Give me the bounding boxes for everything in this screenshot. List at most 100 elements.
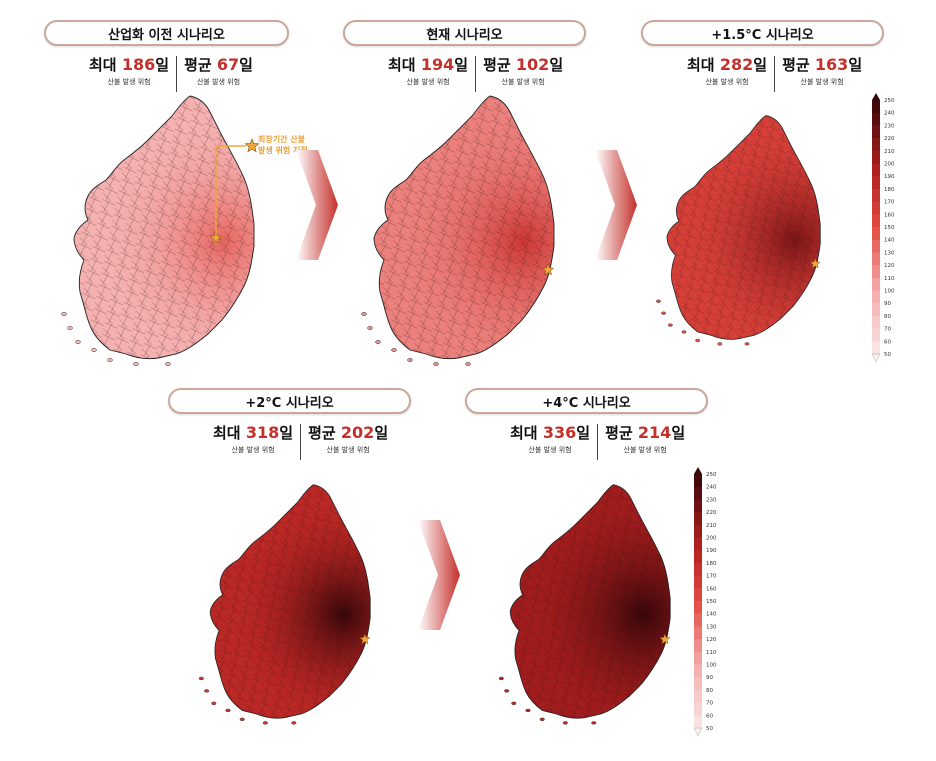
legend-segment <box>872 188 880 203</box>
legend-tick-label: 50 <box>884 352 891 358</box>
map-preindustrial <box>61 95 260 366</box>
island <box>165 362 171 366</box>
max-stat: 최대 194일 산불 발생 위험 <box>381 56 475 87</box>
max-value: 282 <box>719 55 754 74</box>
island <box>562 721 568 725</box>
legend-tick-label: 250 <box>706 472 717 478</box>
max-value: 194 <box>420 55 455 74</box>
max-value: 336 <box>542 423 577 442</box>
island <box>525 708 531 713</box>
legend-tick-label: 250 <box>884 98 895 104</box>
panel-title-text: +2°C 시나리오 <box>245 395 334 411</box>
max-sub: 산불 발생 위험 <box>528 446 572 454</box>
legend-tick-label: 80 <box>706 688 713 694</box>
legend-segment <box>872 290 880 304</box>
island <box>211 701 217 705</box>
avg-sub: 산불 발생 위험 <box>326 446 370 454</box>
legend-tick-label: 220 <box>706 510 717 516</box>
legend-tick-label: 100 <box>706 663 717 669</box>
max-stat: 최대 318일 산불 발생 위험 <box>206 424 300 455</box>
island <box>361 312 367 316</box>
legend-tick-label: 170 <box>884 200 895 206</box>
avg-sub: 산불 발생 위험 <box>800 78 844 86</box>
unit: 일 <box>279 424 294 442</box>
max-sub: 산불 발생 위험 <box>406 78 450 86</box>
legend-segment <box>694 702 702 716</box>
stats-preindustrial: 최대 186일 산불 발생 위험 평균 67일 산불 발생 위험 <box>82 56 260 92</box>
coastline <box>73 95 255 360</box>
legend-segment <box>872 163 880 177</box>
island <box>291 721 297 725</box>
legend-tick-label: 240 <box>706 485 717 491</box>
stats-plus15: 최대 282일 산불 발생 위험 평균 163일 산불 발생 위험 <box>680 56 869 92</box>
map-plus2 <box>198 484 371 725</box>
legend-tick-label: 180 <box>706 561 717 567</box>
stat-divider <box>774 56 776 92</box>
legend-segment <box>872 176 880 190</box>
legend-tick-label: 110 <box>884 276 895 282</box>
legend-tick-label: 130 <box>706 624 717 630</box>
avg-label: 평균 <box>782 56 810 74</box>
legend-segment <box>872 239 880 253</box>
legend-segment <box>872 252 880 266</box>
legend-tick-label: 190 <box>884 174 895 180</box>
legend-tick-label: 100 <box>884 289 895 295</box>
panel-title-text: +4°C 시나리오 <box>542 395 631 411</box>
legend-segment <box>872 227 880 241</box>
coastline <box>373 95 555 360</box>
legend-tick-label: 50 <box>706 726 713 732</box>
legend-segment <box>694 677 702 691</box>
legend-colorbar-bottom: 250 240 230 220 210 200 190 180 170 160 150 140 130 1… <box>693 467 717 737</box>
annotation-longest-risk: 최장기간 산불 발생 위험 지점 <box>258 134 308 156</box>
island <box>498 676 504 681</box>
unit: 일 <box>374 424 389 442</box>
avg-stat: 평균 102일 산불 발생 위험 <box>476 56 570 87</box>
stats-plus2: 최대 318일 산불 발생 위험 평균 202일 산불 발생 위험 <box>206 424 395 460</box>
legend-tick-label: 240 <box>884 111 895 117</box>
legend-tick-label: 140 <box>706 612 717 618</box>
legend-segment <box>872 277 880 291</box>
coastline <box>509 484 671 719</box>
annotation-leader-line <box>215 145 246 238</box>
max-value: 318 <box>245 423 280 442</box>
panel-title-plus15: +1.5°C 시나리오 <box>641 20 884 46</box>
legend-segment <box>872 112 880 126</box>
island <box>511 701 517 705</box>
legend-segment <box>694 524 702 538</box>
legend-colorbar-top: 250 240 230 220 210 200 190 180 170 160 150 140 130 1… <box>871 93 895 363</box>
max-sub: 산불 발생 위험 <box>231 446 275 454</box>
island <box>668 323 673 327</box>
legend-segment <box>694 562 702 577</box>
stat-divider <box>597 424 599 460</box>
island <box>75 340 81 344</box>
legend-segment <box>872 265 880 279</box>
star-icon <box>359 633 371 645</box>
unit: 일 <box>753 56 768 74</box>
legend-segment <box>694 715 702 729</box>
legend-segment <box>872 328 880 342</box>
island <box>717 342 723 346</box>
island <box>198 676 204 681</box>
legend-segment <box>872 315 880 330</box>
legend-tick-label: 230 <box>884 123 895 129</box>
legend-tick-label: 60 <box>706 713 713 719</box>
legend-segment <box>694 575 702 589</box>
avg-value: 202 <box>340 423 375 442</box>
legend-tick-label: 150 <box>706 599 717 605</box>
legend-segment <box>694 512 702 526</box>
legend-tick-label: 150 <box>884 225 895 231</box>
star-icon <box>541 263 555 276</box>
legend-tick-label: 120 <box>706 637 717 643</box>
island <box>225 708 231 713</box>
island <box>367 326 373 330</box>
panel-title-text: 산업화 이전 시나리오 <box>108 27 225 43</box>
island <box>204 689 210 693</box>
avg-stat: 평균 67일 산불 발생 위험 <box>177 56 260 87</box>
legend-tick-label: 140 <box>884 238 895 244</box>
legend-cap-top <box>872 93 880 100</box>
island <box>407 358 413 362</box>
max-label: 최대 <box>687 56 715 74</box>
unit: 일 <box>239 56 253 74</box>
legend-segment <box>694 537 702 551</box>
map-current <box>361 95 555 366</box>
